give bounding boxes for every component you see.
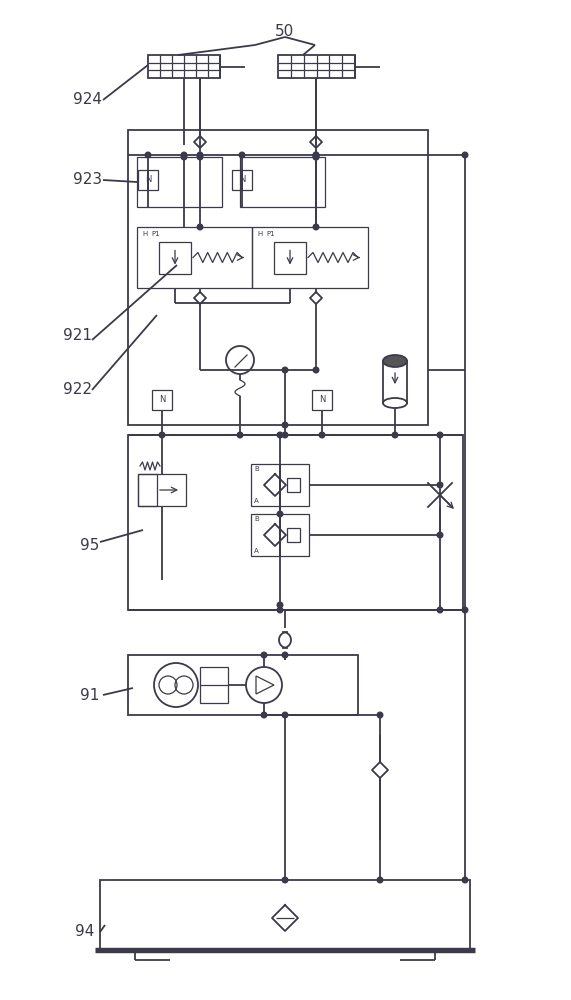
Circle shape [377, 877, 383, 883]
Text: 923: 923 [74, 172, 103, 188]
Circle shape [282, 877, 288, 883]
Circle shape [261, 652, 267, 658]
Text: A: A [254, 548, 259, 554]
Circle shape [239, 152, 245, 158]
Circle shape [462, 152, 468, 158]
Text: N: N [239, 176, 245, 184]
Circle shape [313, 154, 319, 160]
Bar [137, 227, 252, 288]
Bar [251, 514, 309, 556]
Circle shape [437, 532, 443, 538]
Circle shape [392, 432, 398, 438]
Circle shape [277, 511, 283, 517]
Bar [100, 880, 470, 950]
Bar [159, 241, 191, 273]
Bar [312, 390, 332, 410]
Text: 91: 91 [81, 688, 100, 702]
Text: 921: 921 [63, 328, 93, 342]
Circle shape [197, 152, 203, 158]
Circle shape [261, 712, 267, 718]
Text: H: H [142, 231, 147, 237]
Circle shape [197, 224, 203, 230]
Circle shape [282, 422, 288, 428]
Bar [287, 478, 300, 492]
Text: N: N [319, 395, 325, 404]
Circle shape [237, 432, 243, 438]
Text: B: B [254, 466, 259, 472]
Text: B: B [254, 516, 259, 522]
Circle shape [462, 607, 468, 613]
Circle shape [282, 432, 288, 438]
Text: H: H [257, 231, 262, 237]
Bar [138, 474, 186, 506]
Bar [252, 227, 368, 288]
Circle shape [462, 877, 468, 883]
Text: A: A [254, 498, 259, 504]
Text: P1: P1 [151, 231, 160, 237]
Text: N: N [159, 395, 165, 404]
Text: P1: P1 [266, 231, 275, 237]
Bar [287, 528, 300, 542]
Bar [138, 474, 157, 506]
Circle shape [313, 224, 319, 230]
Bar [232, 170, 252, 190]
Circle shape [282, 652, 288, 658]
Circle shape [145, 152, 151, 158]
Circle shape [313, 154, 319, 160]
Bar [251, 464, 309, 506]
Bar [138, 170, 158, 190]
Text: 95: 95 [81, 538, 100, 552]
Ellipse shape [383, 355, 407, 367]
Circle shape [437, 607, 443, 613]
Circle shape [313, 152, 319, 158]
Circle shape [437, 482, 443, 488]
Text: 924: 924 [74, 93, 103, 107]
Circle shape [319, 432, 325, 438]
Circle shape [282, 712, 288, 718]
Circle shape [181, 152, 187, 158]
Circle shape [437, 432, 443, 438]
Text: N: N [145, 176, 151, 184]
Text: 94: 94 [75, 924, 95, 940]
Text: 50: 50 [275, 24, 295, 39]
Bar [128, 655, 358, 715]
Bar [128, 435, 463, 610]
Circle shape [282, 367, 288, 373]
Circle shape [159, 432, 165, 438]
Bar [240, 157, 325, 207]
Circle shape [181, 154, 187, 160]
Bar [200, 667, 228, 703]
Bar [274, 241, 306, 273]
Bar [383, 361, 407, 403]
Text: 922: 922 [63, 382, 93, 397]
Circle shape [277, 602, 283, 608]
Bar [278, 55, 355, 78]
Circle shape [377, 712, 383, 718]
Circle shape [313, 367, 319, 373]
Circle shape [197, 154, 203, 160]
Circle shape [277, 432, 283, 438]
Circle shape [313, 152, 319, 158]
Bar [137, 157, 222, 207]
Bar [128, 130, 428, 425]
Ellipse shape [383, 398, 407, 408]
Circle shape [277, 607, 283, 613]
Bar [148, 55, 220, 78]
Bar [152, 390, 172, 410]
